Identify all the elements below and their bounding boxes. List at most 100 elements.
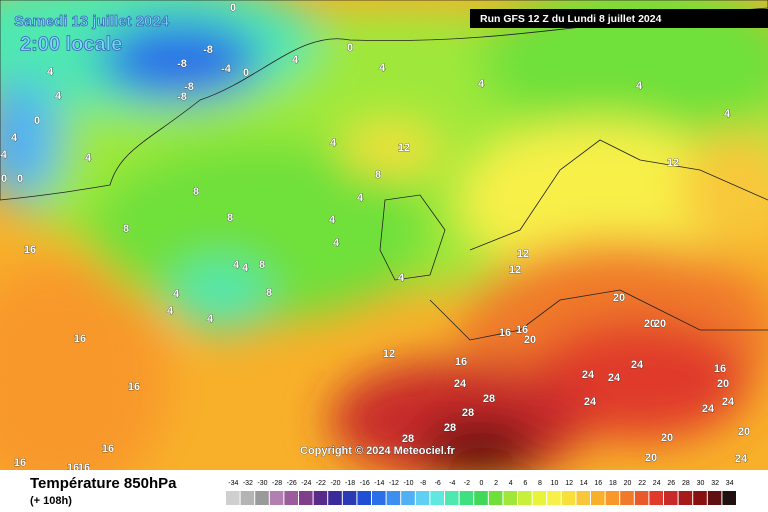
contour-label: 24 <box>631 359 644 371</box>
contour-label: 4 <box>724 108 731 120</box>
coastline <box>379 139 768 341</box>
contour-label: -8 <box>177 58 187 70</box>
contour-label: 4 <box>242 262 249 274</box>
time-text: 2:00 locale <box>20 33 122 55</box>
contour-label: 8 <box>227 212 233 224</box>
contour-label: 4 <box>55 90 62 102</box>
scale-swatch <box>386 491 401 505</box>
scale-label: 12 <box>565 480 573 487</box>
scale-swatch <box>474 491 488 505</box>
scale-label: 18 <box>609 480 617 487</box>
contour-label: 4 <box>333 237 340 249</box>
contour-label: 12 <box>517 248 529 260</box>
contour-label: 4 <box>636 80 643 92</box>
scale-label: 28 <box>682 480 690 487</box>
contour-label: 4 <box>478 78 485 90</box>
scale-swatch <box>605 491 620 505</box>
contour-label: 0 <box>34 115 40 127</box>
scale-label: 26 <box>667 480 675 487</box>
contour-label: 28 <box>462 407 474 419</box>
contour-label: 12 <box>383 348 395 360</box>
scale-label: 24 <box>653 480 661 487</box>
contour-label: 4 <box>330 137 337 149</box>
scale-label: -20 <box>330 480 340 487</box>
scale-swatch <box>664 491 678 505</box>
scale-swatch <box>722 491 736 505</box>
contour-label: 16 <box>128 381 140 393</box>
contour-label: 16 <box>516 324 528 336</box>
contour-label: 4 <box>233 259 240 271</box>
scale-label: 20 <box>624 480 632 487</box>
scale-label: -22 <box>316 480 326 487</box>
contour-label: -8 <box>203 44 213 56</box>
contour-label: 4 <box>11 132 18 144</box>
contour-label: 4 <box>398 272 405 284</box>
contour-label: 4 <box>85 152 92 164</box>
scale-swatch <box>269 491 284 505</box>
contour-label: 16 <box>455 356 467 368</box>
contour-label: 28 <box>402 433 414 445</box>
contour-label: 4 <box>207 313 214 325</box>
scale-swatch <box>576 491 590 505</box>
contour-label: 24 <box>702 403 715 415</box>
scale-swatch <box>430 491 444 505</box>
contour-label: -8 <box>177 91 187 103</box>
contour-label: 4 <box>173 288 180 300</box>
contour-labels: 0-8-8-4-8-8004444404-4004412888844444884… <box>0 2 750 475</box>
contour-label: 24 <box>608 372 621 384</box>
scale-swatch <box>678 491 693 505</box>
scale-swatch <box>707 491 722 505</box>
contour-label: 4 <box>167 305 174 317</box>
date-text: Samedi 13 juillet 2024 <box>14 13 170 30</box>
temperature-field <box>0 0 768 500</box>
contour-label: 20 <box>717 378 729 390</box>
contour-label: -4 <box>0 149 8 161</box>
scale-swatch <box>372 491 386 505</box>
contour-label: -8 <box>184 81 194 93</box>
contour-label: 4 <box>357 192 364 204</box>
scale-label: 14 <box>580 480 588 487</box>
contour-label: 0 <box>1 173 7 185</box>
scale-label: -28 <box>272 480 282 487</box>
scale-label: -10 <box>403 480 413 487</box>
legend-title: Température 850hPa <box>30 475 177 492</box>
scale-label: -14 <box>374 480 384 487</box>
scale-label: -30 <box>257 480 267 487</box>
contour-label: 12 <box>667 157 679 169</box>
scale-swatch <box>313 491 328 505</box>
contour-label: 12 <box>398 142 410 154</box>
contour-label: 24 <box>454 378 467 390</box>
scale-label: 30 <box>697 480 705 487</box>
contour-label: 8 <box>123 223 129 235</box>
contour-label: 0 <box>347 42 353 54</box>
scale-swatch <box>561 491 576 505</box>
scale-label: 32 <box>711 480 719 487</box>
scale-label: 4 <box>509 480 513 487</box>
scale-label: -16 <box>360 480 370 487</box>
contour-label: 16 <box>74 333 86 345</box>
scale-label: -26 <box>287 480 297 487</box>
scale-swatch <box>488 491 503 505</box>
contour-label: 0 <box>17 173 23 185</box>
scale-swatch <box>518 491 532 505</box>
contour-label: 20 <box>654 318 666 330</box>
contour-label: 12 <box>509 264 521 276</box>
contour-label: 16 <box>102 443 114 455</box>
scale-swatch <box>649 491 663 505</box>
scale-label: -12 <box>389 480 399 487</box>
contour-label: 16 <box>24 244 36 256</box>
run-text: Run GFS 12 Z du Lundi 8 juillet 2024 <box>480 13 662 25</box>
contour-label: 20 <box>644 318 656 330</box>
scale-swatch <box>445 491 459 505</box>
legend-lead: (+ 108h) <box>30 495 72 507</box>
scale-swatch <box>459 491 474 505</box>
contour-label: 24 <box>722 396 735 408</box>
contour-label: 16 <box>714 363 726 375</box>
scale-swatch <box>620 491 634 505</box>
contour-label: 28 <box>444 422 456 434</box>
scale-swatch <box>342 491 357 505</box>
contour-label: 4 <box>47 66 54 78</box>
contour-label: 8 <box>259 259 265 271</box>
